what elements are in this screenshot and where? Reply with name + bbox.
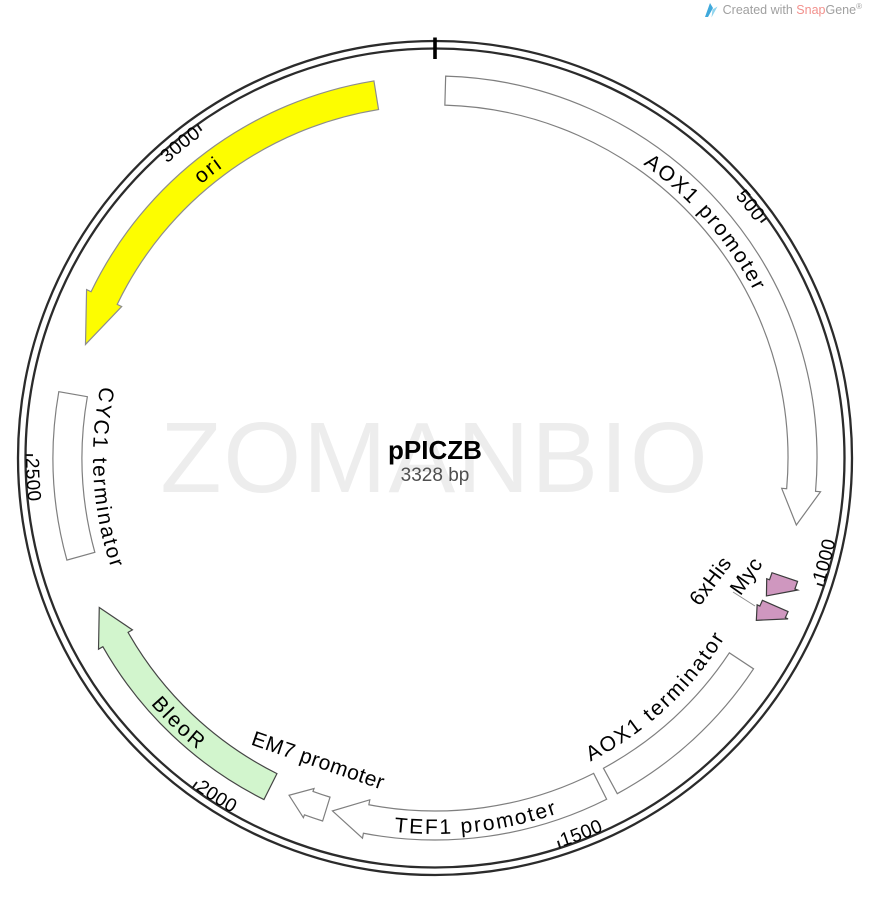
tick-500 bbox=[760, 217, 768, 224]
plasmid-size: 3328 bp bbox=[401, 465, 470, 486]
credit-text: Created with SnapGene® bbox=[722, 2, 862, 18]
feature-6xhis-leader-line bbox=[732, 591, 756, 607]
snapgene-credit: Created with SnapGene® bbox=[704, 2, 862, 18]
tick-3000 bbox=[196, 124, 203, 132]
feature-cyc1-terminator-label: CYC1 terminator bbox=[88, 385, 129, 571]
tick-1500-label: 1500 bbox=[558, 816, 606, 851]
feature-bleor bbox=[97, 606, 278, 801]
tick-1500 bbox=[556, 840, 562, 849]
brand-gene: Gene bbox=[825, 3, 857, 18]
snapgene-icon bbox=[704, 3, 718, 18]
tick-2500-label: 2500 bbox=[21, 458, 44, 503]
feature-myc-label: Myc bbox=[726, 553, 768, 599]
feature-aox1-terminator bbox=[602, 651, 755, 795]
feature-aox1-promoter bbox=[444, 75, 822, 527]
tick-1000 bbox=[816, 582, 825, 587]
feature-cyc1-terminator bbox=[52, 390, 96, 561]
tick-1000-label: 1000 bbox=[809, 537, 840, 585]
watermark: ZOMANBIO bbox=[160, 402, 709, 514]
feature-tef1-promoter-label: TEF1 promoter bbox=[394, 796, 561, 839]
credit-prefix: Created with bbox=[722, 3, 797, 18]
feature-ori bbox=[84, 80, 380, 346]
registered-mark: ® bbox=[856, 2, 862, 12]
feature-myc bbox=[765, 571, 800, 597]
brand-snap: Snap bbox=[796, 3, 826, 18]
tick-2000 bbox=[191, 781, 198, 789]
feature-tef1-promoter bbox=[331, 772, 608, 841]
feature-em7-promoter bbox=[288, 787, 331, 822]
feature-6xhis bbox=[755, 599, 789, 621]
plasmid-name: pPICZB bbox=[388, 435, 482, 465]
